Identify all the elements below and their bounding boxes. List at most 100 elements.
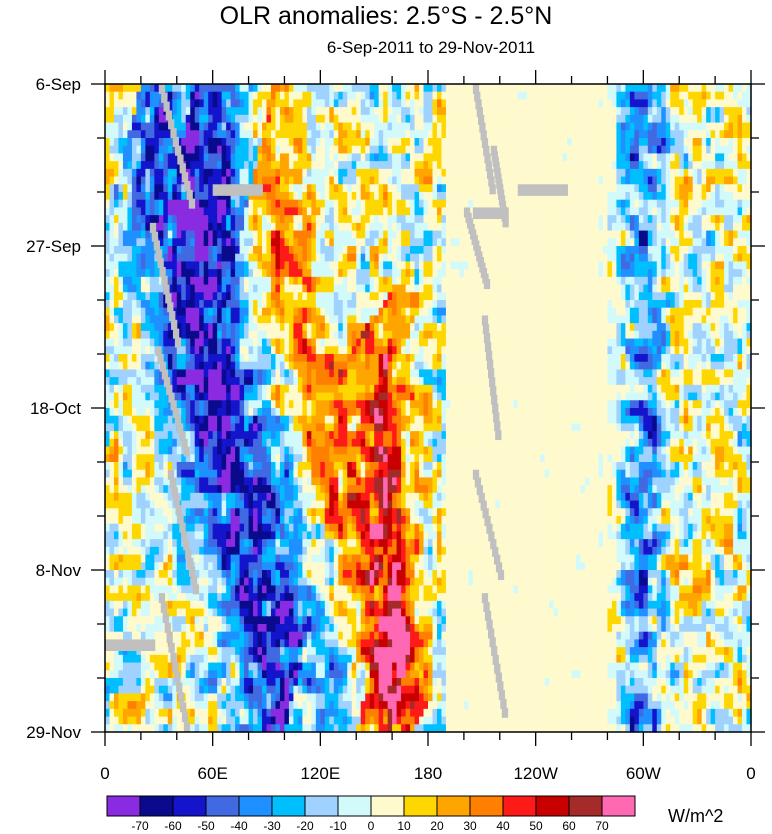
heatmap-cell — [607, 246, 613, 255]
heatmap-cell — [535, 192, 541, 201]
heatmap-cell — [468, 253, 474, 263]
heatmap-cell — [576, 307, 582, 317]
heatmap-cell — [172, 153, 178, 162]
heatmap-cell — [432, 346, 438, 355]
heatmap-cell — [674, 238, 680, 247]
heatmap-cell — [728, 292, 734, 301]
heatmap-cell — [185, 130, 191, 139]
heatmap-cell — [333, 207, 339, 216]
heatmap-cell — [266, 222, 272, 232]
heatmap-cell — [338, 300, 344, 309]
heatmap-cell — [149, 199, 155, 209]
heatmap-cell — [163, 230, 169, 239]
heatmap-cell — [360, 168, 366, 178]
heatmap-cell — [486, 222, 492, 232]
heatmap-cell — [351, 138, 357, 147]
heatmap-cell — [297, 261, 303, 270]
heatmap-cell — [585, 130, 591, 139]
heatmap-cell — [378, 122, 384, 131]
heatmap-cell — [149, 238, 155, 247]
heatmap-cell — [118, 107, 124, 116]
heatmap-cell — [351, 346, 357, 355]
heatmap-cell — [737, 207, 743, 216]
heatmap-cell — [733, 276, 739, 286]
heatmap-cell — [441, 261, 447, 270]
heatmap-cell — [378, 330, 384, 340]
heatmap-cell — [360, 292, 366, 301]
heatmap-cell — [383, 269, 389, 278]
heatmap-cell — [257, 138, 263, 147]
heatmap-cell — [226, 99, 232, 108]
heatmap-cell — [540, 215, 546, 224]
heatmap-cell — [190, 284, 196, 293]
heatmap-cell — [235, 122, 241, 131]
heatmap-cell — [396, 138, 402, 147]
heatmap-cell — [697, 161, 703, 170]
heatmap-cell — [463, 300, 469, 309]
heatmap-cell — [454, 130, 461, 139]
heatmap-cell — [158, 284, 164, 293]
heatmap-cell — [665, 323, 671, 332]
heatmap-cell — [674, 276, 680, 286]
heatmap-cell — [105, 130, 111, 139]
heatmap-cell — [149, 122, 155, 131]
heatmap-cell — [567, 238, 573, 247]
heatmap-cell — [392, 192, 398, 201]
heatmap-cell — [315, 292, 321, 301]
heatmap-cell — [490, 315, 496, 324]
heatmap-cell — [342, 184, 348, 193]
heatmap-cell — [499, 161, 505, 170]
heatmap-cell — [724, 323, 730, 332]
heatmap-cell — [593, 284, 600, 293]
heatmap-cell — [513, 276, 519, 286]
heatmap-cell — [432, 184, 438, 193]
heatmap-cell — [616, 138, 622, 147]
heatmap-cell — [477, 292, 483, 301]
heatmap-cell — [652, 84, 658, 93]
heatmap-cell — [558, 91, 564, 101]
heatmap-cell — [145, 138, 151, 147]
heatmap-cell — [602, 300, 609, 309]
heatmap-cell — [293, 323, 299, 332]
heatmap-cell — [535, 130, 541, 139]
heatmap-cell — [154, 176, 160, 185]
heatmap-cell — [428, 284, 434, 293]
heatmap-cell — [194, 338, 200, 347]
heatmap-cell — [477, 323, 483, 332]
heatmap-cell — [208, 138, 214, 147]
heatmap-cell — [481, 168, 487, 178]
heatmap-cell — [414, 300, 420, 309]
heatmap-cell — [620, 330, 626, 340]
heatmap-cell — [315, 284, 321, 293]
heatmap-cell — [419, 161, 425, 170]
heatmap-cell — [257, 91, 263, 101]
heatmap-cell — [441, 246, 447, 255]
heatmap-cell — [679, 300, 685, 309]
heatmap-cell — [589, 168, 595, 178]
heatmap-cell — [105, 192, 111, 201]
heatmap-cell — [342, 246, 348, 255]
heatmap-cell — [356, 130, 362, 139]
heatmap-cell — [414, 346, 420, 355]
heatmap-cell — [643, 230, 649, 239]
heatmap-cell — [253, 168, 259, 178]
heatmap-cell — [302, 207, 308, 216]
heatmap-cell — [598, 138, 604, 147]
heatmap-cell — [589, 315, 595, 324]
heatmap-cell — [297, 176, 303, 185]
heatmap-cell — [652, 330, 658, 340]
heatmap-cell — [293, 253, 299, 263]
heatmap-cell — [203, 153, 209, 162]
heatmap-cell — [306, 138, 312, 147]
heatmap-cell — [365, 238, 371, 247]
heatmap-cell — [423, 192, 429, 201]
heatmap-cell — [445, 153, 452, 162]
heatmap-cell — [517, 138, 523, 147]
heatmap-cell — [611, 168, 618, 178]
heatmap-cell — [360, 307, 366, 317]
heatmap-cell — [733, 230, 739, 239]
heatmap-cell — [445, 315, 452, 324]
heatmap-cell — [158, 176, 164, 185]
heatmap-cell — [428, 91, 434, 101]
heatmap-cell — [589, 307, 595, 317]
